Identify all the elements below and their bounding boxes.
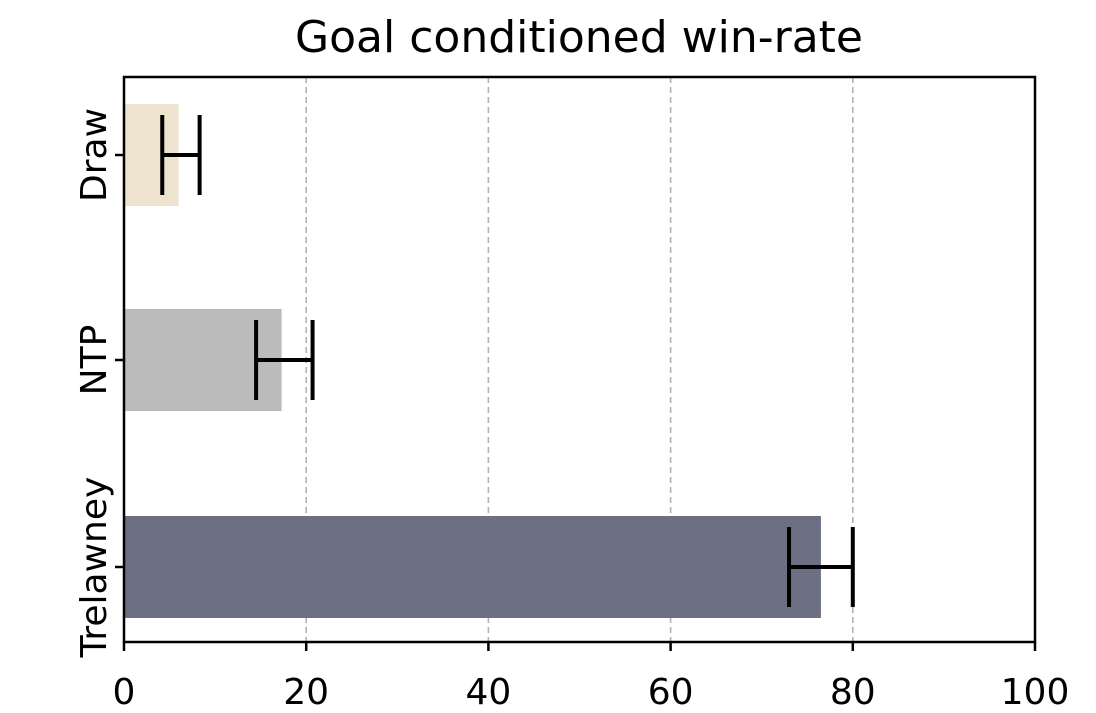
chart-title: Goal conditioned win-rate bbox=[295, 12, 863, 63]
x-tick-label: 60 bbox=[648, 672, 694, 713]
y-axis: Draw NTP Trelawney bbox=[74, 108, 124, 658]
x-tick-label: 0 bbox=[113, 672, 136, 713]
x-tick-label: 80 bbox=[830, 672, 876, 713]
bar-trelawney bbox=[124, 516, 821, 618]
x-axis: 0 20 40 60 80 100 bbox=[113, 642, 1070, 713]
bars bbox=[124, 104, 821, 618]
error-bars bbox=[160, 115, 855, 607]
y-tick-label-draw: Draw bbox=[74, 108, 115, 202]
y-tick-label-trelawney: Trelawney bbox=[74, 477, 115, 659]
y-tick-label-ntp: NTP bbox=[74, 325, 115, 396]
x-tick-label: 20 bbox=[283, 672, 329, 713]
x-tick-label: 40 bbox=[465, 672, 511, 713]
x-tick-label: 100 bbox=[1001, 672, 1070, 713]
